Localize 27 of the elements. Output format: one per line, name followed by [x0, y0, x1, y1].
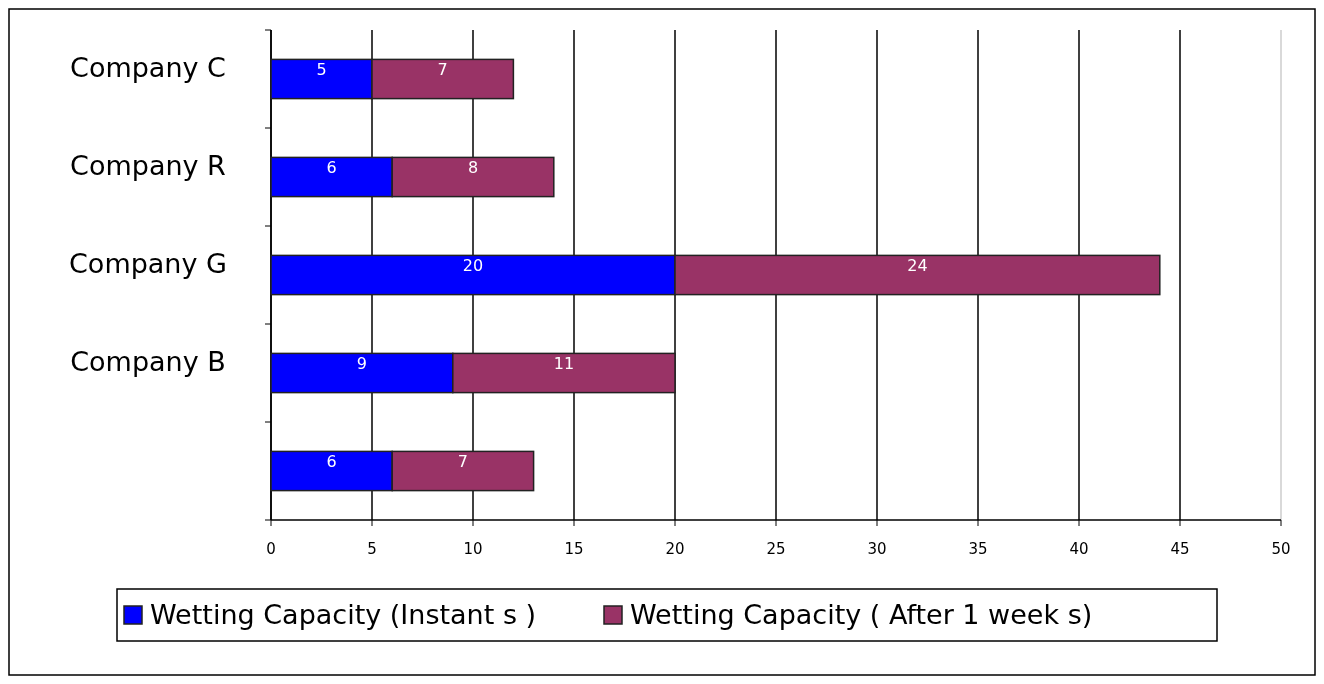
data-label: 8 [467, 158, 479, 177]
x-tick-label: 5 [367, 540, 377, 558]
y-tick-label: Company B [70, 346, 226, 377]
legend-label: Wetting Capacity ( After 1 week s) [630, 599, 1093, 630]
x-tick-label: 40 [1069, 540, 1089, 558]
x-tick-label: 30 [867, 540, 887, 558]
x-tick-label: 50 [1271, 540, 1291, 558]
data-label: 11 [553, 354, 575, 373]
data-label: 7 [457, 452, 468, 471]
data-label: 7 [437, 60, 448, 79]
data-label: 9 [356, 354, 367, 373]
x-tick-label: 0 [266, 540, 276, 558]
x-tick-label: 10 [463, 540, 483, 558]
data-label: 24 [907, 256, 928, 275]
x-tick-label: 15 [564, 540, 584, 558]
data-label: 5 [316, 60, 327, 79]
legend-label: Wetting Capacity (Instant s ) [150, 599, 537, 630]
data-label: 6 [326, 452, 337, 471]
y-tick-label: Company G [69, 248, 227, 279]
y-tick-label: Company R [70, 150, 226, 181]
y-tick-label: Company C [70, 52, 226, 83]
data-label: 20 [462, 256, 484, 275]
data-label: 6 [326, 158, 337, 177]
x-tick-label: 35 [968, 540, 988, 558]
x-tick-label: 25 [766, 540, 786, 558]
x-tick-label: 20 [665, 540, 685, 558]
x-tick-label: 45 [1170, 540, 1190, 558]
